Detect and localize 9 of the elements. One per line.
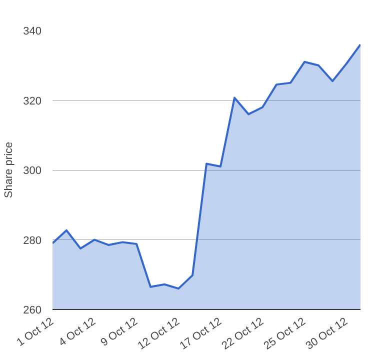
y-tick-label: 300	[23, 165, 42, 177]
y-tick-label: 320	[23, 95, 42, 108]
y-tick-label: 340	[23, 26, 42, 38]
x-tick-label: 30 Oct 12	[304, 316, 350, 352]
y-axis-title: Share price	[3, 142, 16, 198]
x-tick-label: 1 Oct 12	[14, 316, 56, 349]
y-tick-label: 260	[23, 304, 42, 316]
y-tick-label: 280	[23, 234, 42, 247]
x-tick-label: 4 Oct 12	[56, 316, 98, 349]
